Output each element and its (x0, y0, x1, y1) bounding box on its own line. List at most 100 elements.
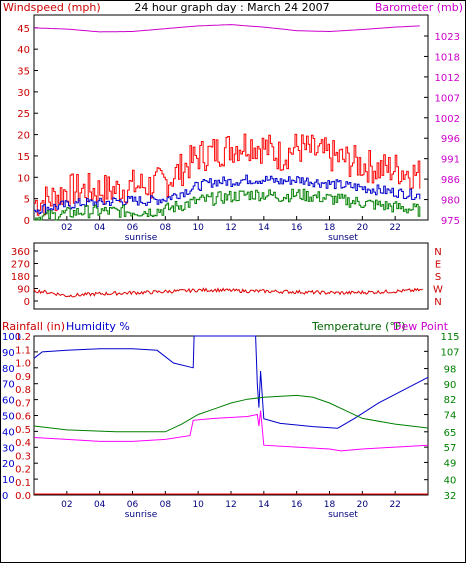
x-tick-label: 04 (94, 223, 106, 233)
rainfall-tick-label: 0.2 (15, 465, 31, 476)
humidity-tick-label: 70 (2, 380, 15, 391)
x-tick-label: 10 (192, 223, 204, 233)
barometer-tick-label: 996 (441, 134, 460, 145)
humidity-series-line (33, 335, 429, 429)
direction-tick-label: 0 (24, 297, 30, 308)
wind-gust-series-line (34, 133, 421, 216)
x-tick-label: 22 (389, 500, 400, 510)
x-tick-label: 14 (258, 500, 270, 510)
chart-title: 24 hour graph day : March 24 2007 (134, 1, 329, 14)
humidity-tick-label: 30 (2, 443, 15, 454)
barometer-tick-label: 1023 (435, 32, 460, 43)
direction-tick-label: 360 (11, 247, 30, 258)
wind-tick-label: 45 (17, 24, 30, 35)
humidity-axis-label: Humidity % (66, 320, 130, 333)
temperature-series-line (33, 394, 429, 433)
wind-tick-label: 40 (17, 45, 30, 56)
x-tick-label: 20 (357, 223, 369, 233)
sunrise-label-bottom: sunrise (125, 510, 158, 520)
compass-tick-label: N (434, 247, 441, 258)
x-tick-label: 18 (324, 223, 336, 233)
temperature-tick-label: 40 (444, 476, 457, 487)
dew-point-label: Dew Point (393, 320, 449, 333)
x-tick-label: 06 (127, 500, 139, 510)
humidity-tick-label: 0 (2, 491, 8, 502)
wind-tick-label: 35 (17, 67, 30, 78)
wind-tick-label: 10 (17, 173, 30, 184)
temperature-tick-label: 49 (444, 458, 457, 469)
rainfall-tick-label: 0.1 (15, 478, 31, 489)
temperature-tick-label: 115 (440, 332, 459, 343)
wind-direction-series-line (33, 287, 423, 298)
direction-tick-label: 270 (11, 260, 30, 271)
x-tick-label: 16 (291, 223, 303, 233)
humidity-tick-label: 10 (2, 475, 15, 486)
wind-average-series-line (34, 174, 421, 214)
x-tick-label: 04 (94, 500, 106, 510)
rainfall-tick-label: 0.3 (15, 451, 31, 462)
barometer-tick-label: 986 (441, 175, 460, 186)
rainfall-tick-label: 0.9 (15, 372, 31, 383)
rainfall-tick-label: 0.6 (15, 412, 31, 423)
wind-tick-label: 5 (24, 195, 30, 206)
x-tick-label: 22 (389, 223, 400, 233)
rainfall-tick-label: 0.4 (15, 438, 31, 449)
sunrise-label: sunrise (125, 233, 158, 243)
temperature-tick-label: 90 (444, 380, 457, 391)
x-tick-label: 06 (127, 223, 139, 233)
barometer-tick-label: 980 (441, 196, 460, 207)
barometer-tick-label: 1007 (435, 93, 460, 104)
wind-tick-label: 30 (17, 88, 30, 99)
temperature-tick-label: 65 (444, 428, 457, 439)
compass-tick-label: W (433, 285, 443, 296)
direction-tick-label: 180 (11, 272, 30, 283)
humidity-tick-label: 100 (2, 332, 21, 343)
sunset-label: sunset (328, 233, 358, 243)
dew-point-series-line (33, 410, 429, 452)
humidity-tick-label: 50 (2, 412, 15, 423)
temperature-axis-label: Temperature (°F) (311, 320, 406, 333)
wind-speed-series-line (34, 188, 421, 221)
x-tick-label: 08 (160, 223, 172, 233)
compass-tick-label: E (435, 260, 441, 271)
rainfall-tick-label: 0.7 (15, 398, 31, 409)
rainfall-tick-label: 1.0 (15, 359, 31, 370)
barometer-tick-label: 1012 (435, 73, 460, 84)
x-tick-label: 12 (225, 500, 236, 510)
direction-tick-label: 90 (17, 285, 30, 296)
compass-tick-label: S (435, 272, 441, 283)
humidity-tick-label: 90 (2, 348, 15, 359)
x-tick-label: 02 (61, 500, 72, 510)
humidity-tick-label: 60 (2, 396, 15, 407)
temperature-tick-label: 74 (444, 411, 457, 422)
barometer-tick-label: 1018 (435, 52, 460, 63)
compass-tick-label: N (434, 297, 441, 308)
rainfall-axis-label: Rainfall (in) (2, 320, 65, 333)
wind-tick-label: 20 (17, 131, 30, 142)
barometer-tick-label: 975 (441, 216, 460, 227)
wind-tick-label: 15 (17, 152, 30, 163)
temperature-tick-label: 32 (444, 491, 457, 502)
temperature-tick-label: 107 (440, 347, 459, 358)
barometer-tick-label: 991 (441, 155, 460, 166)
humidity-tick-label: 80 (2, 364, 15, 375)
x-tick-label: 02 (61, 223, 72, 233)
barometer-series-line (33, 24, 420, 33)
x-tick-label: 14 (258, 223, 270, 233)
x-tick-label: 10 (192, 500, 204, 510)
barometer-axis-label: Barometer (mb) (375, 1, 463, 14)
rainfall-tick-label: 0.8 (15, 385, 31, 396)
temp-plot-area (33, 335, 429, 496)
wind-axis-label: Windspeed (mph) (3, 1, 101, 14)
x-tick-label: 12 (225, 223, 236, 233)
sunset-label-bottom: sunset (328, 510, 358, 520)
x-tick-label: 16 (291, 500, 303, 510)
x-tick-label: 18 (324, 500, 336, 510)
temperature-tick-label: 98 (444, 365, 457, 376)
humidity-tick-label: 40 (2, 427, 15, 438)
rainfall-tick-label: 0.5 (15, 425, 31, 436)
rainfall-tick-label: 1.1 (15, 345, 31, 356)
rainfall-tick-label: 0.0 (15, 491, 31, 502)
rainfall-tick-label: 1.2 (15, 332, 31, 343)
